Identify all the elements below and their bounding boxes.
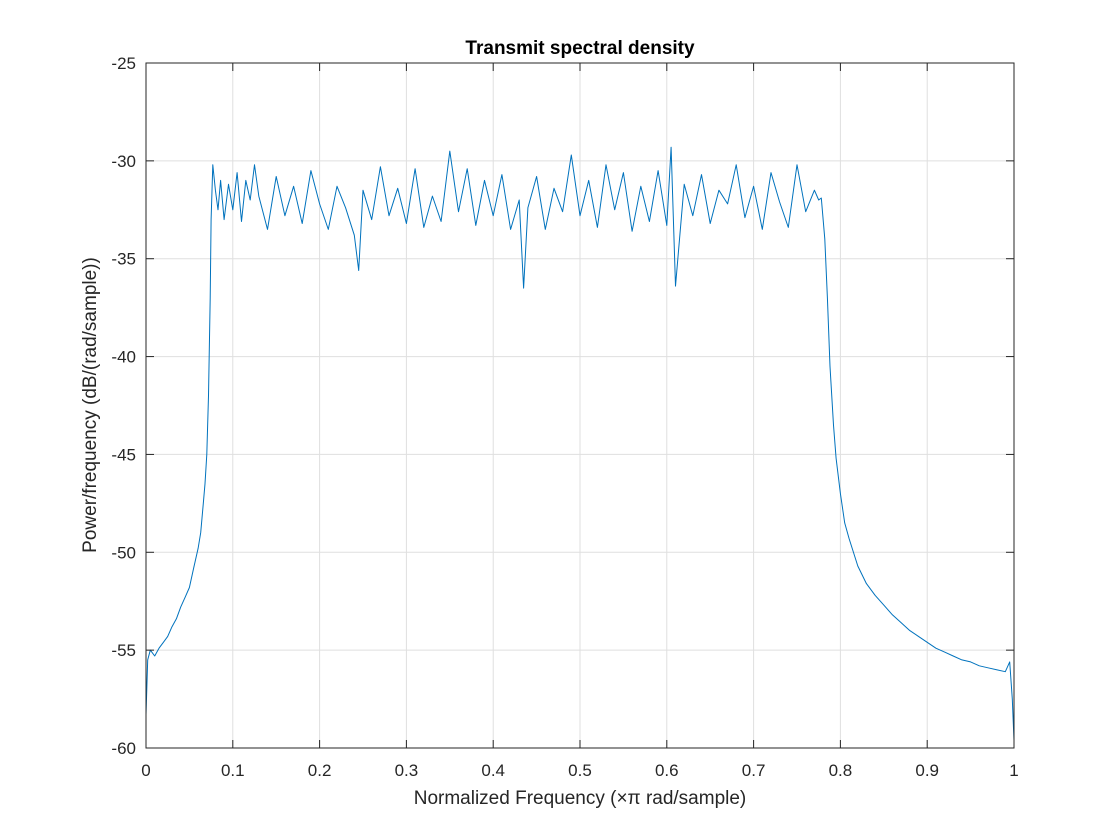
tick-marks bbox=[145, 62, 1015, 749]
x-tick-label: 0 bbox=[141, 761, 150, 780]
x-tick-label: 0.6 bbox=[655, 761, 679, 780]
chart-title: Transmit spectral density bbox=[465, 38, 695, 59]
y-tick-label: -25 bbox=[111, 54, 136, 73]
x-tick-label: 0.9 bbox=[915, 761, 939, 780]
y-tick-label: -35 bbox=[111, 250, 136, 269]
x-tick-labels: 0 0.1 0.2 0.3 0.4 0.5 0.6 0.7 0.8 0.9 1 bbox=[141, 761, 1018, 780]
x-tick-label: 0.2 bbox=[308, 761, 332, 780]
x-tick-label: 1 bbox=[1009, 761, 1018, 780]
x-tick-label: 0.1 bbox=[221, 761, 245, 780]
psd-line bbox=[145, 146, 1015, 741]
y-axis-label: Power/frequency (dB/(rad/sample)) bbox=[80, 257, 101, 553]
x-tick-label: 0.3 bbox=[395, 761, 419, 780]
x-tick-label: 0.5 bbox=[568, 761, 592, 780]
x-axis-label: Normalized Frequency (×π rad/sample) bbox=[414, 788, 747, 809]
y-tick-label: -55 bbox=[111, 641, 136, 660]
y-tick-label: -50 bbox=[111, 543, 136, 562]
y-tick-label: -30 bbox=[111, 152, 136, 171]
series-layer bbox=[145, 146, 1015, 741]
y-tick-labels: -60 -55 -50 -45 -40 -35 -30 -25 bbox=[111, 54, 136, 758]
x-tick-label: 0.7 bbox=[742, 761, 766, 780]
y-tick-label: -60 bbox=[111, 739, 136, 758]
y-tick-label: -45 bbox=[111, 445, 136, 464]
x-tick-label: 0.8 bbox=[829, 761, 853, 780]
y-tick-label: -40 bbox=[111, 348, 136, 367]
x-tick-label: 0.4 bbox=[481, 761, 505, 780]
